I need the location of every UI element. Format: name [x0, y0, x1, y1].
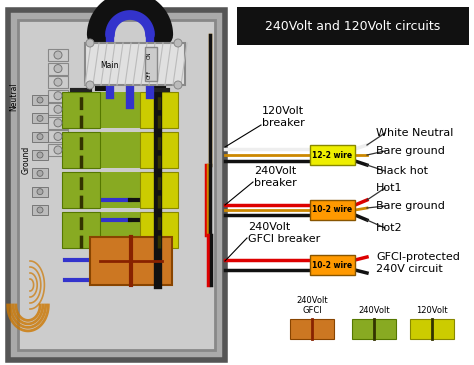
Bar: [32, 150, 48, 160]
Bar: [48, 103, 68, 115]
Bar: [32, 187, 48, 197]
Text: Hot2: Hot2: [376, 223, 402, 233]
Circle shape: [37, 134, 43, 140]
Bar: [32, 205, 48, 215]
Text: 10-2 wire: 10-2 wire: [312, 261, 353, 269]
Bar: [62, 212, 100, 248]
Text: Main: Main: [100, 61, 118, 69]
Bar: [48, 76, 68, 88]
Bar: [62, 172, 100, 208]
Text: 240Volt: 240Volt: [358, 306, 390, 315]
Bar: [100, 172, 140, 208]
Bar: [140, 132, 178, 168]
Bar: [48, 130, 68, 142]
Bar: [48, 49, 68, 61]
Text: Neutral: Neutral: [9, 83, 18, 111]
Bar: [18, 20, 215, 350]
Bar: [48, 117, 68, 129]
Text: White Neutral: White Neutral: [376, 128, 453, 138]
Bar: [100, 132, 140, 168]
Bar: [32, 95, 48, 105]
Bar: [48, 144, 68, 156]
Circle shape: [54, 65, 62, 73]
Text: 10-2 wire: 10-2 wire: [312, 205, 353, 215]
Bar: [62, 92, 100, 128]
Circle shape: [54, 92, 62, 100]
Circle shape: [37, 207, 43, 213]
Text: ON: ON: [146, 51, 152, 59]
Bar: [140, 212, 178, 248]
Text: 240Volt
GFCI breaker: 240Volt GFCI breaker: [248, 222, 320, 244]
Bar: [140, 172, 178, 208]
Text: GFCI-protected
240V circuit: GFCI-protected 240V circuit: [376, 252, 460, 274]
Text: 120Volt
breaker: 120Volt breaker: [262, 106, 305, 128]
Circle shape: [54, 119, 62, 127]
Text: 240Volt
breaker: 240Volt breaker: [254, 166, 297, 188]
Bar: [85, 43, 185, 85]
Circle shape: [54, 132, 62, 141]
Bar: [100, 92, 140, 128]
Bar: [237, 7, 469, 45]
Circle shape: [37, 189, 43, 195]
Bar: [145, 47, 157, 81]
Circle shape: [174, 81, 182, 89]
Circle shape: [37, 115, 43, 121]
Text: 240Volt
GFCI: 240Volt GFCI: [296, 296, 328, 315]
Bar: [310, 145, 355, 165]
Bar: [32, 132, 48, 142]
Bar: [8, 10, 225, 360]
Circle shape: [86, 81, 94, 89]
Circle shape: [37, 97, 43, 103]
Text: Black hot: Black hot: [376, 166, 428, 176]
Bar: [90, 237, 172, 285]
Circle shape: [54, 146, 62, 154]
Bar: [310, 255, 355, 275]
Bar: [290, 319, 334, 339]
Text: OFF: OFF: [146, 69, 152, 78]
Text: Bare ground: Bare ground: [376, 146, 445, 156]
Circle shape: [54, 51, 62, 59]
Text: Ground: Ground: [21, 146, 30, 174]
Circle shape: [54, 105, 62, 113]
Text: 12-2 wire: 12-2 wire: [312, 150, 353, 160]
Bar: [410, 319, 454, 339]
Bar: [48, 62, 68, 74]
Bar: [310, 200, 355, 220]
Bar: [100, 212, 140, 248]
Circle shape: [86, 39, 94, 47]
Text: Hot1: Hot1: [376, 183, 402, 193]
Circle shape: [54, 78, 62, 86]
Text: 240Volt and 120Volt circuits: 240Volt and 120Volt circuits: [265, 19, 441, 32]
Text: 120Volt: 120Volt: [416, 306, 448, 315]
Bar: [352, 319, 396, 339]
Text: Bare ground: Bare ground: [376, 201, 445, 211]
Bar: [62, 132, 100, 168]
Circle shape: [37, 170, 43, 176]
Circle shape: [174, 39, 182, 47]
Bar: [140, 92, 178, 128]
Bar: [48, 90, 68, 102]
Bar: [32, 114, 48, 123]
Bar: [32, 168, 48, 178]
Circle shape: [37, 152, 43, 158]
